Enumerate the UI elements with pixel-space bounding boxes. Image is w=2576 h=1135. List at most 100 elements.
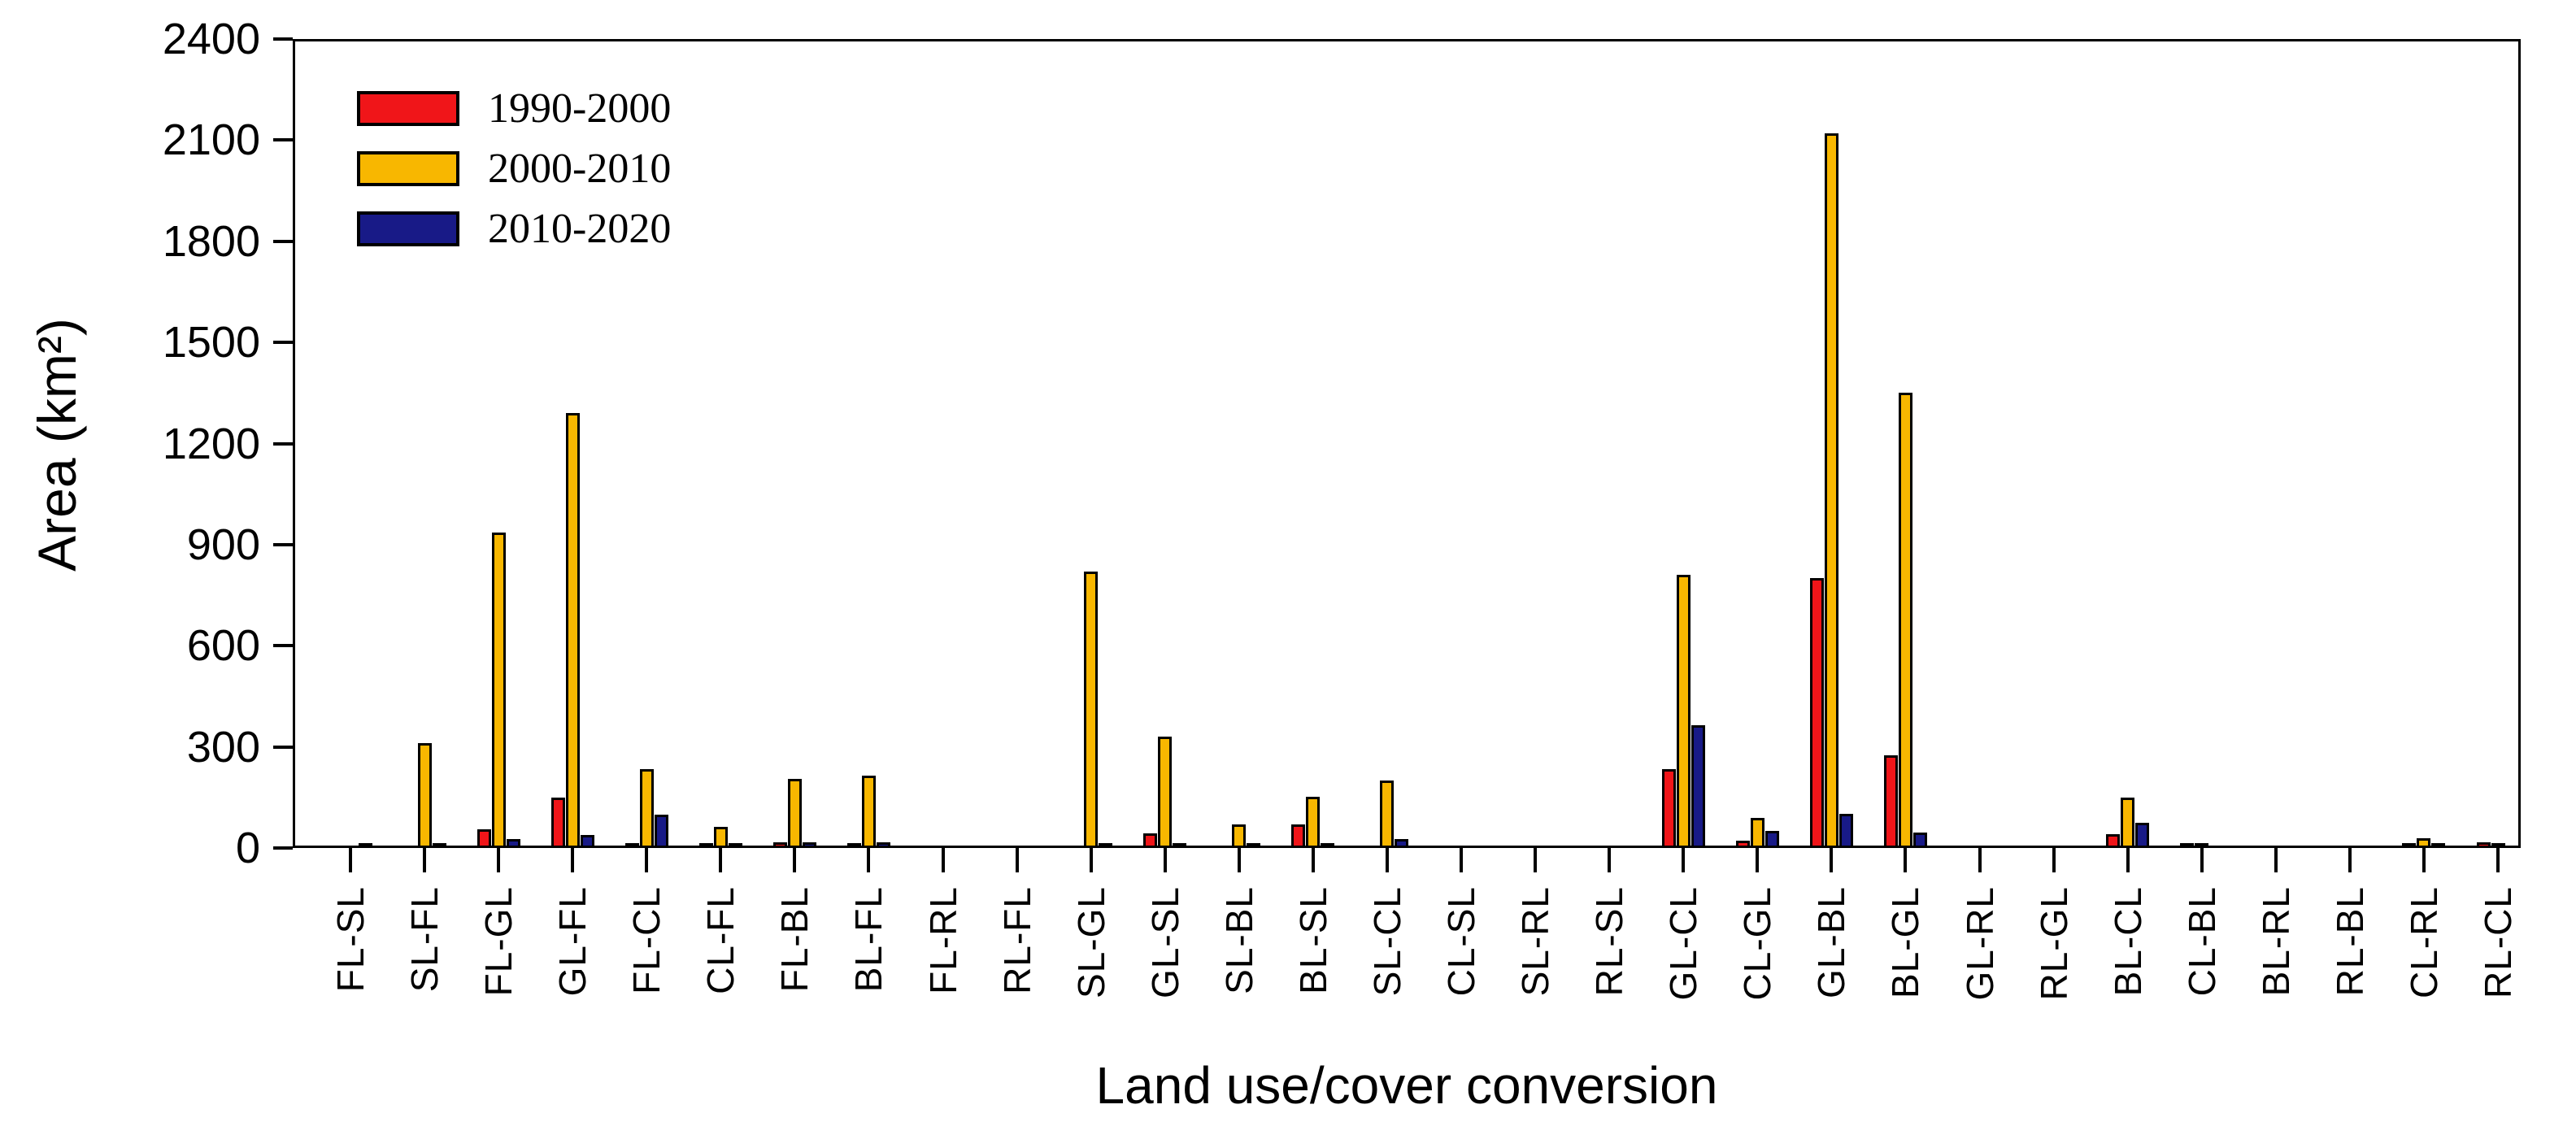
x-tick-RL-FL: [1015, 848, 1019, 872]
bar-GL-FL-2010-2020: [580, 834, 594, 848]
y-tick-2400: [273, 37, 293, 41]
y-tick-label-600: 600: [186, 621, 260, 671]
x-tick-FL-SL: [349, 848, 352, 872]
x-tick-BL-GL: [1904, 848, 1908, 872]
bar-CL-RL-2000-2010: [2417, 837, 2431, 848]
bar-GL-BL-1990-2000: [1809, 578, 1824, 848]
y-axis-title: Area (km²): [27, 318, 87, 572]
x-tick-GL-BL: [1830, 848, 1834, 872]
bar-FL-BL-2000-2010: [787, 779, 802, 848]
bar-BL-CL-2000-2010: [2121, 797, 2135, 848]
bar-SL-FL-2000-2010: [417, 742, 432, 848]
bar-FL-SL-2010-2020: [358, 843, 372, 848]
x-axis-title: Land use/cover conversion: [1095, 1056, 1718, 1115]
x-tick-FL-GL: [497, 848, 501, 872]
x-tick-BL-FL: [867, 848, 871, 872]
x-tick-label-GL-CL: GL-CL: [1662, 886, 1705, 1001]
x-tick-BL-RL: [2274, 848, 2278, 872]
x-tick-label-RL-BL: RL-BL: [2328, 886, 2371, 997]
bar-SL-BL-2000-2010: [1232, 824, 1247, 848]
x-tick-GL-RL: [1978, 848, 1982, 872]
x-tick-label-SL-GL: SL-GL: [1069, 886, 1112, 998]
x-tick-label-CL-RL: CL-RL: [2402, 886, 2445, 998]
plot-area: [293, 39, 2521, 848]
x-tick-CL-BL: [2200, 848, 2204, 872]
bar-SL-GL-2010-2020: [1099, 843, 1113, 848]
y-tick-900: [273, 542, 293, 546]
bar-FL-BL-1990-2000: [772, 842, 787, 848]
bar-CL-BL-1990-2000: [2180, 843, 2195, 848]
bar-BL-FL-2000-2010: [861, 775, 876, 848]
x-tick-label-BL-FL: BL-FL: [847, 886, 890, 993]
bar-GL-CL-1990-2000: [1661, 768, 1676, 848]
x-tick-FL-BL: [793, 848, 797, 872]
bar-CL-FL-2000-2010: [713, 826, 728, 848]
legend-swatch-2010-2020: [357, 211, 459, 246]
x-tick-SL-CL: [1385, 848, 1389, 872]
x-tick-label-RL-GL: RL-GL: [2032, 886, 2075, 1001]
x-tick-BL-SL: [1311, 848, 1315, 872]
bar-CL-RL-1990-2000: [2402, 843, 2417, 848]
bar-SL-BL-2010-2020: [1247, 843, 1261, 848]
legend-label-1990-2000: 1990-2000: [488, 85, 672, 132]
x-tick-label-SL-RL: SL-RL: [1514, 886, 1557, 997]
x-tick-label-RL-FL: RL-FL: [995, 886, 1038, 994]
bar-SL-CL-2000-2010: [1380, 781, 1395, 848]
x-tick-label-BL-RL: BL-RL: [2254, 886, 2297, 997]
x-tick-label-CL-GL: CL-GL: [1736, 886, 1779, 1001]
bar-BL-FL-2010-2020: [876, 842, 890, 848]
x-tick-SL-GL: [1089, 848, 1093, 872]
x-tick-label-GL-FL: GL-FL: [551, 886, 594, 997]
bar-RL-CL-2000-2010: [2491, 843, 2505, 848]
x-tick-FL-RL: [941, 848, 945, 872]
x-tick-label-RL-CL: RL-CL: [2477, 886, 2519, 998]
y-tick-label-1200: 1200: [162, 419, 260, 468]
bar-BL-SL-2010-2020: [1321, 843, 1335, 848]
x-tick-CL-GL: [1756, 848, 1760, 872]
bar-GL-SL-2010-2020: [1173, 843, 1187, 848]
bar-CL-FL-1990-2000: [698, 843, 713, 848]
x-tick-label-SL-CL: SL-CL: [1365, 886, 1408, 997]
bar-BL-SL-1990-2000: [1291, 824, 1306, 848]
bar-FL-CL-2010-2020: [654, 814, 668, 848]
x-tick-SL-BL: [1237, 848, 1241, 872]
y-tick-label-1500: 1500: [162, 318, 260, 367]
bar-FL-GL-1990-2000: [476, 829, 491, 848]
bar-BL-GL-2000-2010: [1898, 393, 1912, 848]
y-tick-2100: [273, 138, 293, 142]
x-tick-SL-RL: [1534, 848, 1538, 872]
x-tick-GL-SL: [1163, 848, 1167, 872]
bar-BL-CL-2010-2020: [2135, 822, 2150, 848]
bar-GL-SL-2000-2010: [1158, 737, 1173, 848]
bar-GL-FL-2000-2010: [565, 413, 580, 848]
legend-label-2010-2020: 2010-2020: [488, 206, 672, 252]
legend-swatch-2000-2010: [357, 151, 459, 186]
x-tick-label-GL-SL: GL-SL: [1143, 886, 1186, 998]
y-tick-label-1800: 1800: [162, 216, 260, 266]
bar-CL-BL-2000-2010: [2195, 843, 2209, 848]
bar-FL-CL-1990-2000: [624, 842, 639, 848]
bar-GL-FL-1990-2000: [550, 797, 565, 848]
x-tick-label-BL-SL: BL-SL: [1291, 886, 1334, 994]
x-tick-label-RL-SL: RL-SL: [1588, 886, 1631, 997]
x-tick-label-FL-SL: FL-SL: [329, 886, 372, 993]
bar-SL-GL-2000-2010: [1084, 572, 1099, 848]
bar-GL-CL-2010-2020: [1690, 724, 1705, 848]
bar-BL-GL-1990-2000: [1883, 754, 1898, 848]
x-tick-CL-SL: [1460, 848, 1464, 872]
y-tick-label-0: 0: [235, 824, 260, 872]
bar-FL-CL-2000-2010: [639, 768, 654, 848]
bar-SL-FL-2010-2020: [432, 843, 446, 848]
x-tick-CL-FL: [719, 848, 723, 872]
y-tick-label-2100: 2100: [162, 115, 260, 165]
bar-SL-CL-2010-2020: [1395, 838, 1409, 848]
x-tick-label-BL-CL: BL-CL: [2106, 886, 2149, 997]
bar-BL-CL-1990-2000: [2106, 833, 2121, 848]
bar-GL-BL-2010-2020: [1838, 813, 1853, 848]
y-tick-label-300: 300: [186, 722, 260, 772]
bar-GL-CL-2000-2010: [1676, 575, 1690, 848]
x-tick-label-CL-FL: CL-FL: [699, 886, 742, 994]
x-tick-GL-CL: [1682, 848, 1686, 872]
x-tick-GL-FL: [571, 848, 575, 872]
